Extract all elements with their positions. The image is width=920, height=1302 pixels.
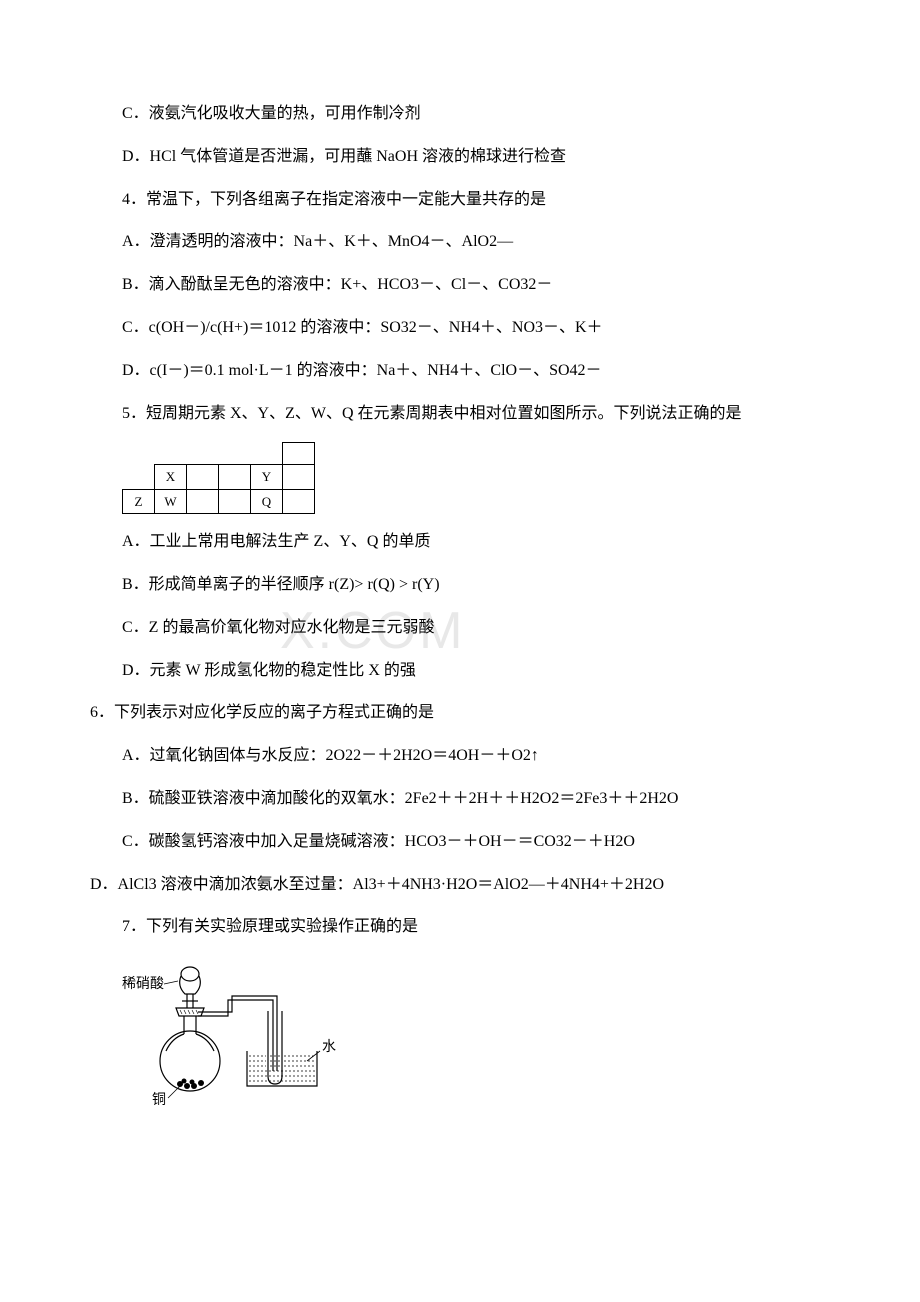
- q4-option-c: C．c(OH－)/c(H+)＝1012 的溶液中：SO32－、NH4＋、NO3－…: [90, 314, 830, 343]
- label-copper: 铜: [152, 1092, 166, 1108]
- periodic-table: X Y Z W Q: [122, 442, 315, 514]
- q3-option-d: D．HCl 气体管道是否泄漏，可用蘸 NaOH 溶液的棉球进行检查: [90, 143, 830, 172]
- table-cell: [219, 489, 251, 513]
- q4-option-b: B．滴入酚酞呈无色的溶液中：K+、HCO3－、Cl－、CO32－: [90, 271, 830, 300]
- q6-stem: 6．下列表示对应化学反应的离子方程式正确的是: [90, 699, 830, 728]
- table-cell-z: Z: [123, 489, 155, 513]
- q5-option-b: B．形成简单离子的半径顺序 r(Z)> r(Q) > r(Y): [90, 571, 830, 600]
- label-dilute-nitric-acid: 稀硝酸: [122, 976, 164, 992]
- table-cell: [219, 465, 251, 489]
- table-cell: [187, 465, 219, 489]
- table-cell-q: Q: [251, 489, 283, 513]
- q5-option-d: D．元素 W 形成氢化物的稳定性比 X 的强: [90, 657, 830, 686]
- table-cell: [283, 465, 315, 489]
- table-cell-x: X: [155, 465, 187, 489]
- table-cell: [283, 489, 315, 513]
- table-cell-y: Y: [251, 465, 283, 489]
- table-cell-top: [283, 443, 315, 465]
- q4-stem: 4．常温下，下列各组离子在指定溶液中一定能大量共存的是: [90, 186, 830, 215]
- q6-option-b: B．硫酸亚铁溶液中滴加酸化的双氧水：2Fe2＋＋2H＋＋H2O2＝2Fe3＋＋2…: [90, 785, 830, 814]
- table-cell: [187, 489, 219, 513]
- q5-option-c: C．Z 的最高价氧化物对应水化物是三元弱酸: [90, 614, 830, 643]
- q4-option-d: D．c(I－)＝0.1 mol·L－1 的溶液中：Na＋、NH4＋、ClO－、S…: [90, 357, 830, 386]
- q5-stem: 5．短周期元素 X、Y、Z、W、Q 在元素周期表中相对位置如图所示。下列说法正确…: [90, 400, 830, 429]
- q6-option-a: A．过氧化钠固体与水反应：2O22－＋2H2O＝4OH－＋O2↑: [90, 742, 830, 771]
- q6-option-d: D．AlCl3 溶液中滴加浓氨水至过量：Al3+＋4NH3·H2O＝AlO2—＋…: [90, 871, 830, 900]
- label-water: 水: [322, 1039, 336, 1055]
- experiment-apparatus-figure: 稀硝酸 铜 水: [122, 956, 830, 1127]
- q4-option-a: A．澄清透明的溶液中：Na＋、K＋、MnO4－、AlO2—: [90, 228, 830, 257]
- table-cell-w: W: [155, 489, 187, 513]
- q6-option-c: C．碳酸氢钙溶液中加入足量烧碱溶液：HCO3－＋OH－＝CO32－＋H2O: [90, 828, 830, 857]
- q3-option-c: C．液氨汽化吸收大量的热，可用作制冷剂: [90, 100, 830, 129]
- q5-option-a: A．工业上常用电解法生产 Z、Y、Q 的单质: [90, 528, 830, 557]
- q7-stem: 7．下列有关实验原理或实验操作正确的是: [90, 913, 830, 942]
